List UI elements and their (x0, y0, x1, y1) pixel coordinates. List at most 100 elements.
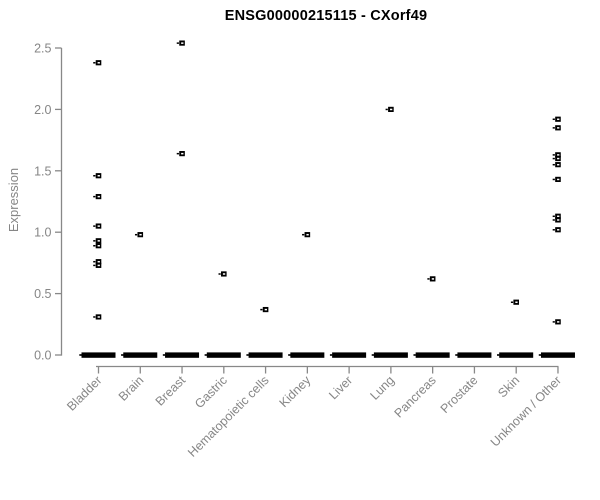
zero-cluster-dash (332, 352, 367, 358)
data-point-marker-left-tick (260, 308, 263, 311)
x-tick-label: Kidney (277, 373, 314, 410)
data-point-marker-left-tick (552, 157, 555, 160)
data-point-marker-left-tick (93, 225, 96, 227)
data-point-marker-left-tick (134, 233, 138, 236)
data-point-marker-left-tick (93, 62, 96, 64)
data-point-marker-left-tick (552, 219, 555, 221)
zero-cluster-dash-end (538, 354, 542, 356)
data-point-marker-center (139, 233, 142, 236)
x-tick-label: Pancreas (392, 373, 439, 420)
x-tick-label: Unknown / Other (488, 373, 564, 449)
zero-cluster-dash-end (329, 354, 333, 356)
x-tick-label: Gastric (192, 373, 230, 411)
zero-cluster-dash-end (497, 354, 500, 356)
data-point-marker-center (97, 195, 100, 198)
data-point-marker-center (97, 264, 100, 267)
x-tick-label: Skin (495, 373, 522, 400)
x-tick-label: Hematopoietic cells (185, 373, 272, 460)
data-point-marker-center (389, 108, 393, 111)
data-point-marker-left-tick (93, 195, 96, 198)
zero-cluster-dash (81, 352, 116, 358)
x-tick-label: Breast (153, 373, 189, 409)
data-point-marker-left-tick (93, 240, 96, 242)
zero-cluster-dash (165, 352, 200, 358)
data-point-marker-left-tick (427, 278, 430, 280)
data-point-marker-center (557, 163, 560, 166)
zero-cluster-dash (373, 352, 408, 358)
data-point-marker-center (557, 215, 560, 218)
data-point-marker-left-tick (93, 264, 96, 267)
data-point-marker-left-tick (302, 233, 305, 236)
data-point-marker-center (431, 278, 435, 280)
zero-cluster-dash (206, 352, 241, 358)
zero-cluster-dash-end (246, 354, 249, 356)
data-point-marker-left-tick (176, 42, 179, 44)
data-point-marker-center (557, 157, 560, 160)
data-point-marker-left-tick (93, 260, 96, 263)
zero-cluster-dash (123, 352, 158, 358)
zero-cluster-dash-end (455, 354, 458, 356)
data-point-marker-center (97, 225, 100, 227)
data-point-marker-center (515, 301, 518, 303)
data-point-marker-center (557, 219, 560, 221)
data-point-marker-left-tick (552, 215, 555, 218)
data-point-marker-center (557, 127, 560, 129)
data-point-marker-left-tick (385, 108, 388, 111)
zero-cluster-dash (457, 352, 492, 358)
zero-cluster-dash-end (162, 354, 166, 356)
data-point-marker-center (97, 316, 100, 318)
data-point-marker-left-tick (552, 229, 555, 231)
zero-cluster-dash (415, 352, 450, 358)
data-point-marker-left-tick (552, 118, 555, 121)
zero-cluster-dash (248, 352, 283, 358)
y-tick-label: 2.5 (34, 42, 51, 56)
zero-cluster-dash-end (204, 354, 208, 356)
data-point-marker-center (97, 62, 100, 64)
y-tick-label: 0.0 (34, 349, 51, 363)
data-point-marker-left-tick (552, 178, 555, 181)
data-point-marker-center (557, 229, 560, 231)
data-point-marker-center (97, 245, 100, 247)
x-tick-label: Brain (116, 373, 147, 404)
data-point-marker-center (181, 152, 184, 155)
data-point-marker-center (181, 42, 184, 44)
data-point-marker-left-tick (510, 301, 514, 303)
data-point-marker-left-tick (552, 154, 555, 156)
x-tick-label: Bladder (64, 373, 104, 413)
data-point-marker-center (97, 240, 100, 242)
x-tick-label: Prostate (438, 373, 481, 416)
x-tick-label: Liver (326, 373, 355, 402)
data-point-marker-center (222, 273, 226, 275)
data-point-marker-left-tick (552, 163, 555, 166)
data-point-marker-center (557, 154, 560, 156)
y-tick-label: 1.0 (34, 226, 51, 240)
data-point-marker-left-tick (218, 273, 221, 275)
data-point-marker-center (264, 308, 267, 311)
data-point-marker-left-tick (552, 321, 555, 323)
data-point-marker-left-tick (176, 152, 179, 155)
zero-cluster-dash (499, 352, 534, 358)
y-tick-label: 1.5 (34, 164, 51, 178)
zero-cluster-dash-end (288, 354, 291, 356)
zero-cluster-dash-end (413, 354, 416, 356)
data-point-marker-left-tick (93, 245, 96, 247)
zero-cluster-dash-end (121, 354, 124, 356)
data-point-marker-center (557, 118, 560, 121)
y-tick-label: 0.5 (34, 287, 51, 301)
data-point-marker-center (557, 178, 560, 181)
zero-cluster-dash-end (79, 354, 82, 356)
data-point-marker-left-tick (552, 127, 555, 129)
data-point-marker-center (97, 175, 100, 177)
data-point-marker-center (306, 233, 309, 236)
data-point-marker-center (97, 260, 100, 263)
y-tick-label: 2.0 (34, 103, 51, 117)
x-tick-label: Lung (367, 373, 397, 403)
zero-cluster-dash (290, 352, 325, 358)
zero-cluster-dash-end (371, 354, 375, 356)
chart-title: ENSG00000215115 - CXorf49 (224, 8, 428, 24)
data-point-marker-left-tick (93, 316, 96, 318)
zero-cluster-dash (540, 352, 575, 358)
data-point-marker-left-tick (93, 175, 96, 177)
